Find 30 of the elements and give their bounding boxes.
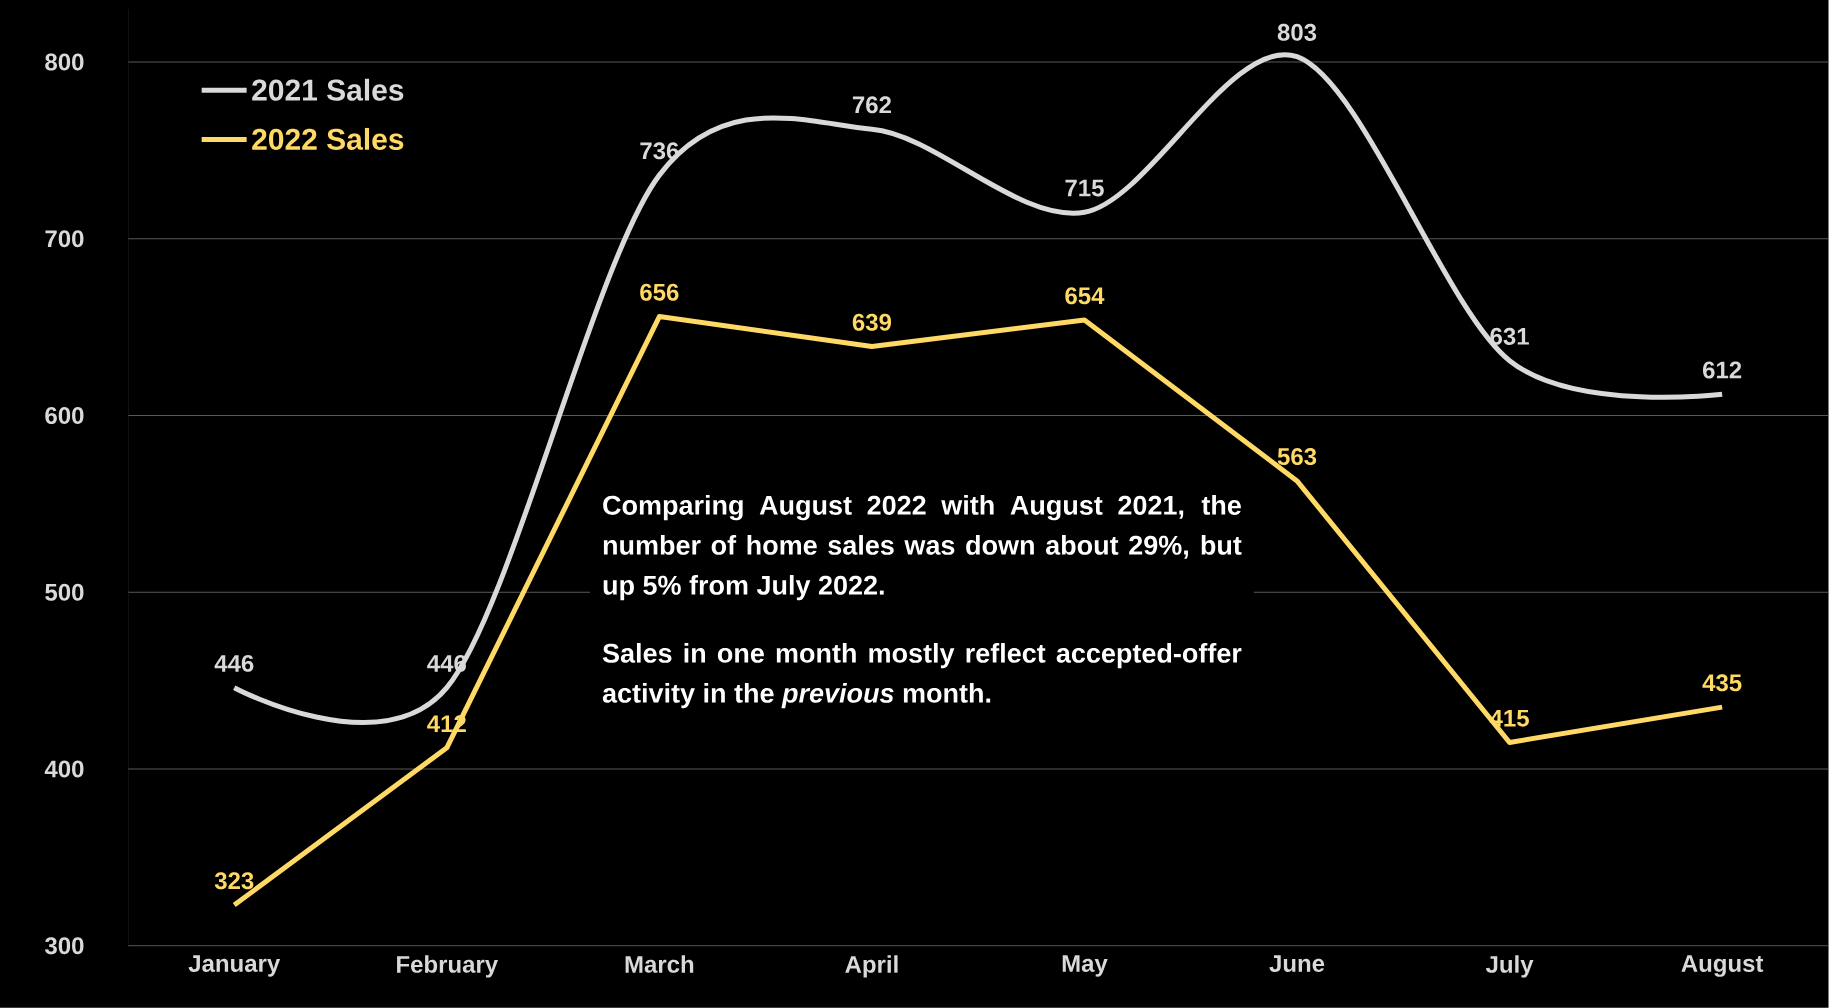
x-tick-label: April [845,955,898,978]
data-label: 654 [1065,287,1105,305]
x-tick-label: August [1681,955,1764,977]
y-tick-label: 600 [45,407,84,425]
x-tick-label: July [1485,955,1534,978]
data-label: 435 [1702,674,1742,692]
annotation: Comparing August 2022 with August 2021, the number of home sales was down about 29%, but up 5% from July 2022. [603,495,1242,601]
data-label: 715 [1065,179,1104,197]
y-tick-label: 400 [44,760,84,778]
x-tick-label: June [1269,955,1325,973]
y-tick-label: 300 [44,937,84,955]
data-label: 803 [1277,24,1317,42]
legend-label: 2022 Sales [252,128,404,151]
legend-label: 2021 Sales [252,78,404,101]
y-tick-label: 700 [45,230,84,248]
x-tick-label: January [188,955,281,977]
data-label: 631 [1490,328,1529,346]
x-tick-label: March [625,955,694,974]
x-tick-label: February [397,955,499,978]
x-tick-label: May [1062,955,1108,977]
annotation: Sales in one month mostly reflect accepted-offer activity in the previous month. [602,643,1242,709]
y-tick-label: 800 [45,53,84,71]
data-label: 639 [852,313,892,331]
data-label: 762 [852,96,891,114]
data-label: 323 [214,872,254,890]
data-label: 656 [640,283,679,301]
data-label: 446 [214,655,254,673]
y-tick-label: 500 [45,583,84,601]
data-label: 563 [1277,448,1317,466]
data-label: 612 [1702,361,1742,379]
